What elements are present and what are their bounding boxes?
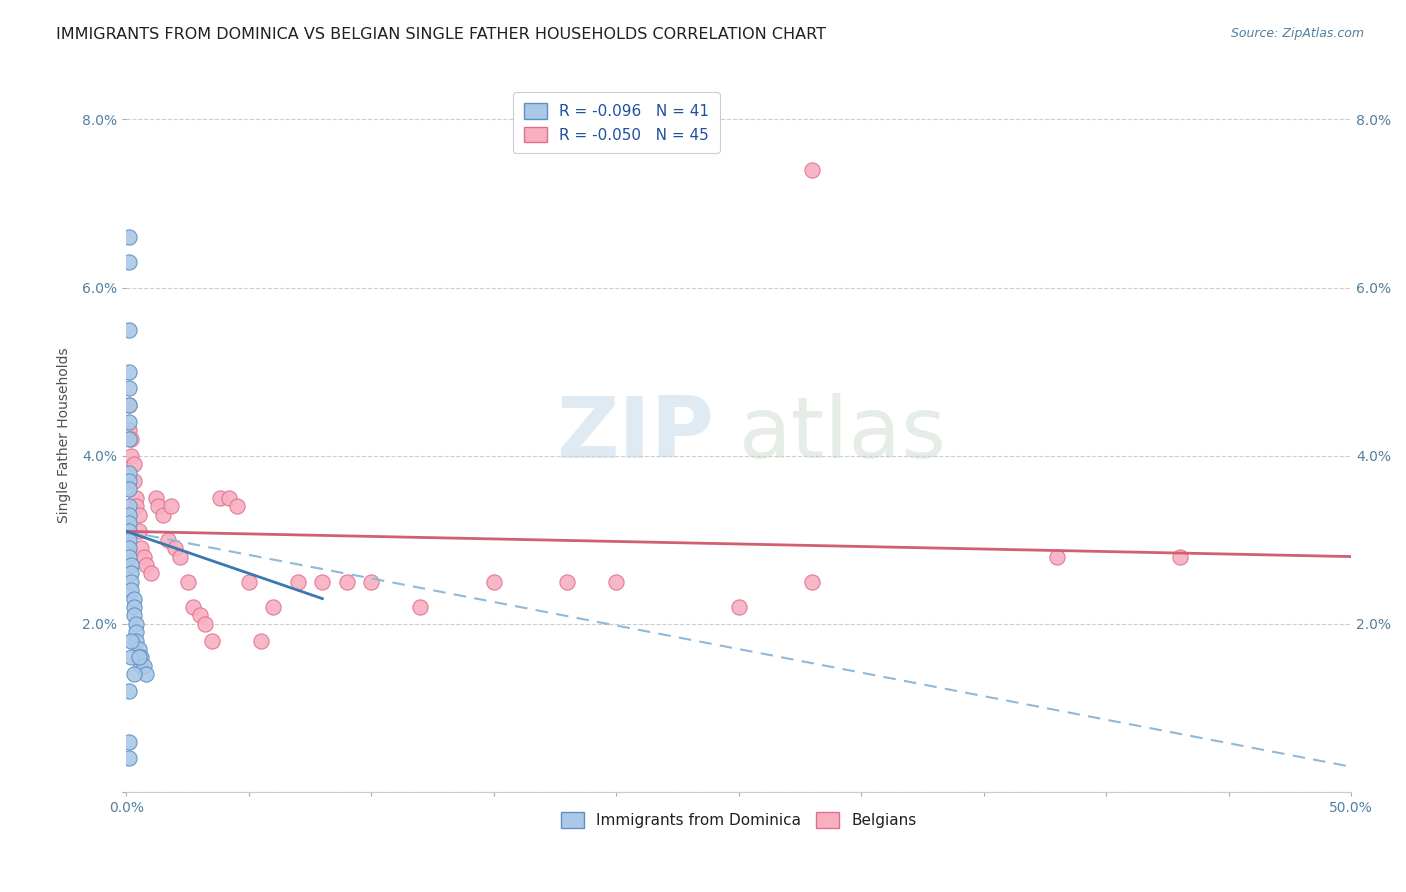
Point (122, 667, 145, 681)
Point (120, 574, 142, 589)
Point (118, 734, 141, 748)
Point (169, 549, 191, 564)
Point (122, 474, 145, 488)
Point (122, 457, 145, 471)
Point (152, 508, 174, 522)
Point (159, 499, 181, 513)
Point (605, 574, 627, 589)
Point (555, 574, 578, 589)
Y-axis label: Single Father Households: Single Father Households (58, 347, 72, 523)
Point (181, 600, 204, 615)
Point (118, 365, 141, 379)
Point (128, 508, 150, 522)
Point (225, 499, 247, 513)
Point (125, 616, 148, 631)
Point (129, 658, 152, 673)
Text: ZIP: ZIP (557, 393, 714, 476)
Point (118, 524, 141, 539)
Point (727, 600, 749, 615)
Point (135, 558, 157, 572)
Point (218, 491, 240, 505)
Point (125, 499, 148, 513)
Point (287, 574, 309, 589)
Point (139, 566, 162, 581)
Point (118, 684, 141, 698)
Point (118, 382, 141, 396)
Point (128, 650, 150, 665)
Point (1168, 549, 1191, 564)
Point (118, 255, 141, 269)
Point (145, 491, 167, 505)
Point (118, 549, 141, 564)
Point (118, 508, 141, 522)
Text: atlas: atlas (738, 393, 946, 476)
Point (120, 650, 142, 665)
Point (118, 432, 141, 446)
Point (132, 549, 155, 564)
Point (148, 499, 170, 513)
Point (125, 491, 148, 505)
Point (120, 558, 142, 572)
Point (409, 600, 432, 615)
Point (118, 415, 141, 429)
Point (482, 574, 505, 589)
Point (125, 625, 148, 640)
Point (194, 616, 217, 631)
Point (262, 600, 284, 615)
Point (250, 633, 273, 648)
Point (118, 541, 141, 556)
Point (125, 633, 148, 648)
Point (122, 600, 145, 615)
Point (176, 574, 198, 589)
Point (128, 650, 150, 665)
Point (120, 449, 142, 463)
Point (118, 466, 141, 480)
Point (118, 424, 141, 438)
Point (801, 162, 824, 177)
Point (132, 658, 155, 673)
Point (122, 608, 145, 623)
Point (129, 650, 152, 665)
Point (118, 483, 141, 497)
Point (118, 230, 141, 244)
Text: IMMIGRANTS FROM DOMINICA VS BELGIAN SINGLE FATHER HOUSEHOLDS CORRELATION CHART: IMMIGRANTS FROM DOMINICA VS BELGIAN SING… (56, 27, 827, 42)
Point (157, 533, 180, 547)
Point (128, 524, 150, 539)
Point (118, 533, 141, 547)
Point (120, 432, 142, 446)
Point (118, 751, 141, 765)
Point (129, 541, 152, 556)
Point (118, 323, 141, 337)
Point (120, 566, 142, 581)
Legend: Immigrants from Dominica, Belgians: Immigrants from Dominica, Belgians (555, 806, 922, 834)
Point (360, 574, 382, 589)
Point (128, 642, 150, 657)
Point (120, 633, 142, 648)
Point (118, 474, 141, 488)
Point (188, 608, 211, 623)
Point (238, 574, 260, 589)
Point (336, 574, 359, 589)
Point (135, 667, 157, 681)
Point (165, 541, 187, 556)
Point (1046, 549, 1069, 564)
Point (118, 398, 141, 412)
Point (311, 574, 333, 589)
Point (118, 516, 141, 530)
Point (208, 491, 231, 505)
Point (118, 398, 141, 412)
Point (118, 499, 141, 513)
Point (120, 583, 142, 598)
Point (201, 633, 224, 648)
Text: Source: ZipAtlas.com: Source: ZipAtlas.com (1230, 27, 1364, 40)
Point (122, 591, 145, 606)
Point (801, 574, 824, 589)
